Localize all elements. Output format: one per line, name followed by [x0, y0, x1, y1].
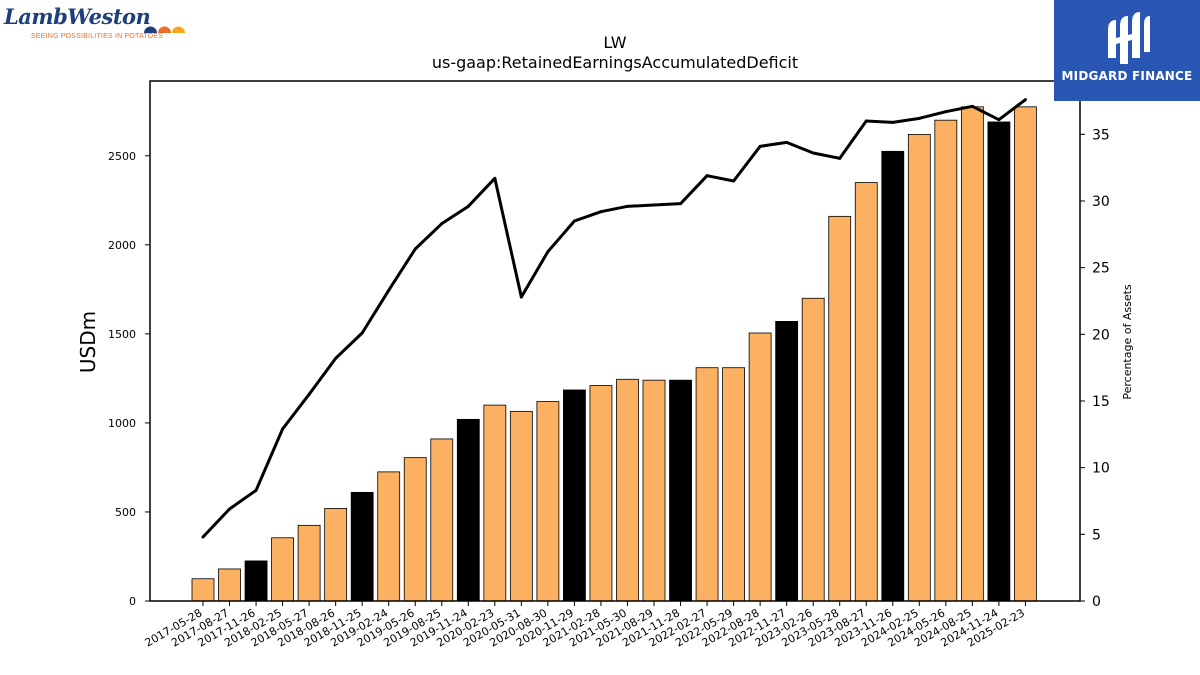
bar	[509, 410, 533, 602]
bar	[483, 404, 507, 602]
line-point	[758, 144, 762, 148]
line-point	[572, 219, 576, 223]
bar	[695, 367, 719, 602]
y-tick-label: 2500	[108, 150, 136, 163]
y2-tick-label: 10	[1092, 461, 1110, 477]
bar	[854, 182, 878, 602]
bar	[1014, 106, 1037, 602]
bar	[722, 367, 745, 602]
bars-layer	[191, 106, 1037, 602]
bar	[563, 389, 586, 602]
y2-tick-label: 15	[1092, 394, 1110, 410]
bar	[775, 321, 799, 602]
line-point	[599, 210, 603, 214]
bar	[244, 560, 268, 602]
bar	[297, 524, 321, 602]
line-point	[705, 174, 709, 178]
y2-tick-label: 25	[1092, 261, 1110, 277]
lambweston-logo: LambWeston SEEING POSSIBILITIES IN POTAT…	[4, 4, 204, 48]
line-point	[334, 356, 338, 360]
line-point	[360, 331, 364, 335]
line-point	[970, 104, 974, 108]
line-point	[254, 488, 258, 492]
line-point	[546, 250, 550, 254]
line-point	[732, 179, 736, 183]
line-point	[1023, 98, 1027, 102]
y-tick-label: 1000	[108, 417, 136, 430]
line-point	[679, 202, 683, 206]
bar	[934, 119, 958, 602]
bar	[456, 418, 480, 602]
bar	[801, 297, 825, 602]
bar	[960, 106, 984, 602]
chart-title: LW	[603, 33, 626, 52]
line-point	[228, 507, 232, 511]
bar	[324, 507, 348, 602]
lambweston-logo-dots-icon	[144, 26, 185, 33]
bar	[881, 150, 905, 602]
y-tick-label: 500	[115, 506, 136, 519]
line-point	[201, 535, 205, 539]
bar	[589, 385, 613, 602]
bar	[403, 457, 427, 602]
line-point	[997, 118, 1001, 122]
bar	[748, 332, 772, 602]
line-point	[281, 427, 285, 431]
line-point	[785, 140, 789, 144]
line-point	[413, 247, 417, 251]
line-point	[811, 151, 815, 155]
bar	[669, 379, 692, 602]
line-point	[917, 116, 921, 120]
midgard-finance-logo-name: MIDGARD FINANCE	[1061, 69, 1193, 83]
bar	[271, 537, 294, 602]
line-point	[838, 156, 842, 160]
bar	[987, 121, 1011, 602]
chart-subtitle: us-gaap:RetainedEarningsAccumulatedDefic…	[432, 53, 798, 72]
line-point	[466, 204, 470, 208]
bar	[616, 378, 639, 602]
line-point	[864, 119, 868, 123]
y2-axis-label: Percentage of Assets	[1121, 284, 1134, 400]
bar	[350, 491, 374, 602]
bar	[642, 379, 666, 602]
y-tick-label: 2000	[108, 239, 136, 252]
line-point	[307, 392, 311, 396]
lambweston-logo-name: LambWeston	[4, 4, 151, 29]
line-point	[625, 204, 629, 208]
line-layer	[201, 98, 1027, 539]
bar	[907, 134, 931, 602]
midgard-finance-mark-icon	[1108, 12, 1150, 64]
midgard-finance-logo: MIDGARD FINANCE	[1054, 0, 1200, 101]
bar	[430, 438, 454, 602]
y2-tick-label: 20	[1092, 327, 1110, 343]
y-tick-label: 0	[129, 595, 136, 608]
y-tick-label: 1500	[108, 328, 136, 341]
line-point	[387, 288, 391, 292]
y2-tick-label: 30	[1092, 194, 1110, 210]
y-axis-label: USDm	[76, 311, 100, 373]
plot-frame	[149, 80, 1081, 602]
bar	[218, 568, 241, 602]
line-point	[652, 203, 656, 207]
bar	[377, 471, 401, 602]
y2-tick-label: 0	[1092, 594, 1101, 610]
bar	[191, 578, 215, 602]
lambweston-logo-tagline: SEEING POSSIBILITIES IN POTATOES	[31, 33, 164, 40]
line-point	[519, 295, 523, 299]
bar	[536, 401, 560, 602]
y2-tick-label: 35	[1092, 127, 1110, 143]
bar	[828, 215, 852, 602]
y2-tick-label: 5	[1092, 527, 1101, 543]
line-point	[493, 176, 497, 180]
line-point	[944, 110, 948, 114]
percentage-line	[201, 98, 1027, 539]
line-point	[440, 222, 444, 226]
line-point	[891, 120, 895, 124]
